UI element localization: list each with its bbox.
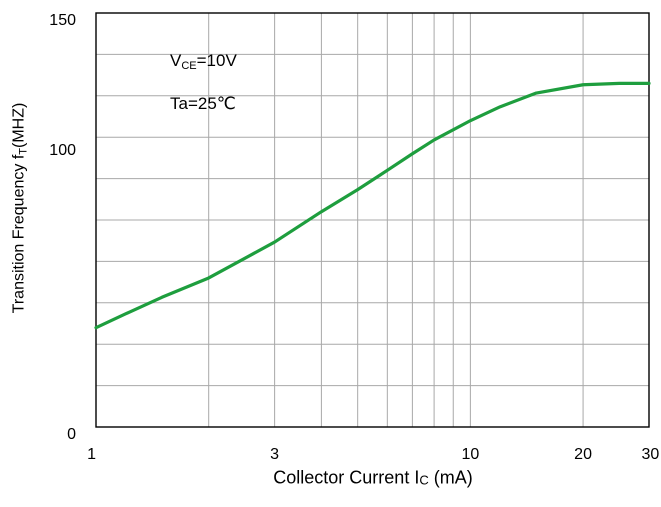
plot-frame [95,12,650,428]
x-tick-label: 20 [574,446,592,463]
x-tick-label: 3 [270,446,280,463]
y-axis-label: Transition Frequency fT(MHZ) [10,102,30,314]
y-tick-label: 0 [67,426,76,443]
annotation-ta: Ta=25℃ [170,94,236,113]
x-tick-label: 1 [87,446,96,463]
y-tick-label: 150 [49,12,76,29]
y-tick-label: 100 [49,142,76,159]
x-axis-label: Collector Current IC (mA) [273,467,473,488]
x-tick-label: 10 [461,446,480,463]
series-line-0 [94,81,651,330]
x-tick-label: 30 [641,446,660,463]
annotation-vce: VCE=10V [170,51,237,72]
